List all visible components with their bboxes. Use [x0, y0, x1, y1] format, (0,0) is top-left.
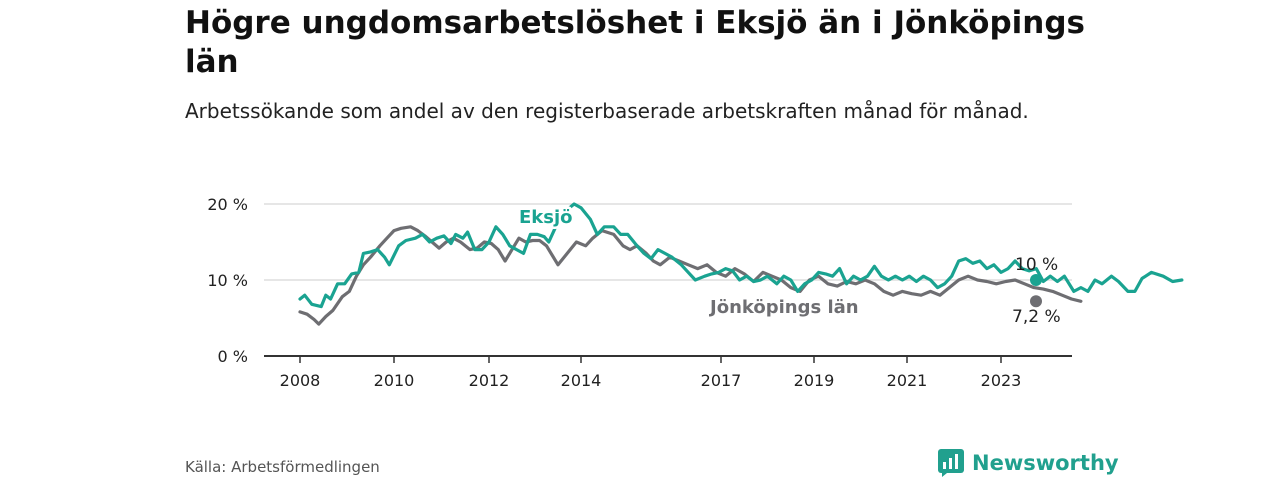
end-point-eksjo: [1030, 274, 1042, 286]
x-tick-label-2019: 2019: [794, 371, 835, 390]
x-tick-label-2021: 2021: [887, 371, 928, 390]
y-tick-label-0: 0 %: [218, 347, 248, 366]
series-line-eksjo: [298, 202, 1184, 309]
end-point-jonkoping: [1030, 295, 1042, 308]
x-tick-label-2023: 2023: [981, 371, 1022, 390]
brand-logo: Newsworthy: [938, 448, 1119, 478]
series-label-eksjo: Eksjö: [519, 207, 573, 228]
x-tick-label-2012: 2012: [469, 371, 510, 390]
chart-title: Högre ungdomsarbetslöshet i Eksjö än i J…: [185, 5, 1085, 80]
x-tick-label-2014: 2014: [561, 371, 602, 390]
x-tick-label-2010: 2010: [374, 371, 415, 390]
series-label-jonkoping: Jönköpings län: [708, 297, 859, 318]
chart-subtitle: Arbetssökande som andel av den registerb…: [185, 99, 1029, 123]
newsworthy-logo-icon: [938, 449, 964, 477]
end-label-jonkoping: 7,2 %: [1012, 307, 1061, 327]
series-label-eksjo-halo: Eksjö: [519, 207, 573, 228]
source-note: Källa: Arbetsförmedlingen: [185, 458, 380, 476]
y-tick-label-20: 20 %: [207, 195, 248, 214]
x-tick-label-2017: 2017: [701, 371, 742, 390]
x-tick-label-2008: 2008: [280, 371, 321, 390]
y-tick-label-10: 10 %: [207, 271, 248, 290]
end-label-eksjo: 10 %: [1015, 255, 1058, 275]
series-label-jonkoping-halo: Jönköpings län: [708, 297, 859, 318]
brand-name: Newsworthy: [972, 451, 1119, 475]
